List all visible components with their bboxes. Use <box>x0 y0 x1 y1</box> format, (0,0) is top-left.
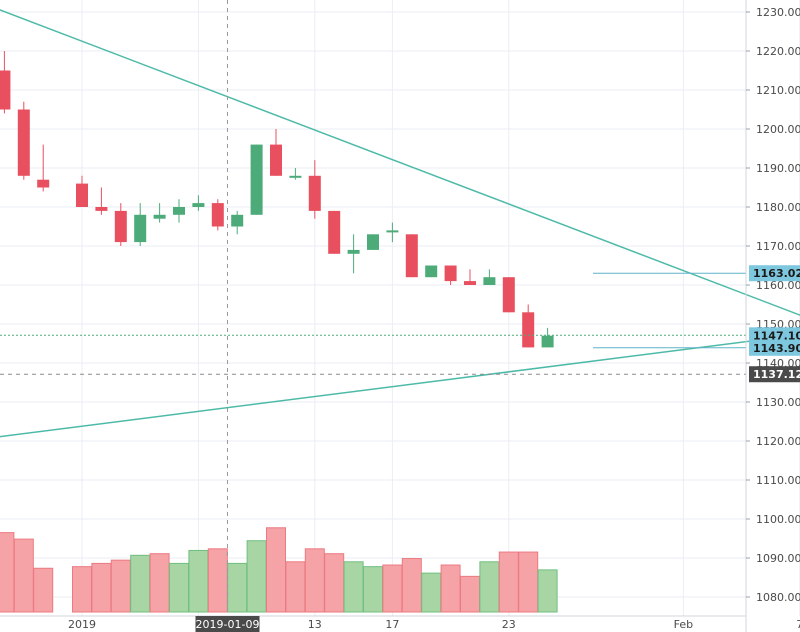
volume-bar <box>130 554 151 613</box>
candle-body <box>95 207 108 211</box>
y-tick-label: 1110.00 <box>756 474 800 487</box>
crosshair-date-badge <box>195 616 260 632</box>
candle-body <box>289 175 302 178</box>
volume-bar <box>0 532 15 613</box>
candle-body <box>192 203 205 207</box>
volume-bar <box>72 566 92 613</box>
volume-bar <box>33 567 54 613</box>
candle-body <box>425 265 438 278</box>
candle-body <box>367 234 379 250</box>
x-tick-label: Feb <box>674 618 693 631</box>
price-marker-badge <box>749 339 800 356</box>
y-tick-label: 1200.00 <box>756 123 800 136</box>
volume-bar <box>363 566 383 613</box>
y-tick-label: 1100.00 <box>756 513 800 526</box>
volume-bar <box>227 562 248 613</box>
candle-body <box>37 179 50 188</box>
overlay-layer <box>0 0 800 616</box>
y-tick-label: 1120.00 <box>756 435 800 448</box>
price-marker-label: 1143.90 <box>753 342 800 355</box>
volume-bar <box>91 562 112 613</box>
volume-bar <box>149 553 170 613</box>
candle-body <box>541 335 554 348</box>
volume-bar <box>188 549 209 613</box>
candle-body <box>211 203 224 227</box>
candle-layer <box>0 51 554 348</box>
price-marker-badge <box>749 265 800 282</box>
candle-body <box>17 109 30 176</box>
candle-body <box>483 277 496 285</box>
price-marker-badge <box>749 366 800 383</box>
volume-bar <box>246 540 267 613</box>
x-tick-label: 23 <box>502 618 516 631</box>
candle-body <box>502 277 515 313</box>
x-tick-label: 13 <box>308 618 322 631</box>
volume-bar <box>266 527 286 613</box>
volume-bar <box>518 551 539 613</box>
y-tick-label: 1220.00 <box>756 45 800 58</box>
candle-body <box>328 210 341 254</box>
candle-body <box>464 281 476 285</box>
y-tick-label: 1090.00 <box>756 552 800 565</box>
candle-body <box>444 265 457 282</box>
volume-bar <box>324 553 345 613</box>
y-tick-label: 1170.00 <box>756 240 800 253</box>
candle-body <box>522 312 535 348</box>
y-tick-label: 1190.00 <box>756 162 800 175</box>
candle-body <box>134 214 147 243</box>
price-marker-label: 1147.10 <box>753 329 800 342</box>
volume-bar <box>421 572 442 613</box>
volume-bar <box>207 548 228 613</box>
volume-bar <box>498 551 519 613</box>
volume-bar <box>110 559 131 613</box>
price-marker-badge <box>749 327 800 344</box>
x-tick-label: 17 <box>385 618 399 631</box>
crosshair-date-label: 2019-01-09 <box>196 618 260 631</box>
volume-bar <box>285 561 306 613</box>
candle-body <box>250 144 263 215</box>
volume-bar <box>304 548 325 613</box>
candle-body <box>405 234 418 278</box>
y-tick-label: 1080.00 <box>756 591 800 604</box>
y-tick-label: 1160.00 <box>756 279 800 292</box>
y-tick-label: 1230.00 <box>756 6 800 19</box>
x-tick-label: 7 <box>796 618 800 631</box>
trendline-lower <box>0 334 800 438</box>
volume-bar <box>440 564 461 613</box>
trendline-upper <box>0 9 800 316</box>
candle-body <box>173 207 185 215</box>
volume-bar <box>401 558 422 613</box>
candle-body <box>76 183 88 207</box>
y-tick-label: 1180.00 <box>756 201 800 214</box>
y-tick-label: 1130.00 <box>756 396 800 409</box>
candle-body <box>386 230 399 233</box>
x-tick-label: 2019 <box>68 618 96 631</box>
candle-body <box>114 210 127 243</box>
y-tick-label: 1210.00 <box>756 84 800 97</box>
price-marker-label: 1137.12 <box>753 368 800 381</box>
volume-bar <box>479 561 500 613</box>
candle-body <box>308 175 321 211</box>
volume-bar <box>460 575 480 613</box>
candle-body <box>0 70 11 110</box>
volume-layer <box>0 527 558 613</box>
volume-bar <box>169 562 189 613</box>
candle-body <box>153 214 166 219</box>
volume-bar <box>537 569 558 613</box>
candle-body <box>231 214 244 227</box>
volume-bar <box>382 564 403 613</box>
volume-bar <box>343 561 364 613</box>
candle-body <box>347 249 360 254</box>
price-marker-label: 1163.02 <box>753 267 800 280</box>
candle-body <box>270 144 282 176</box>
volume-bar <box>13 538 34 613</box>
